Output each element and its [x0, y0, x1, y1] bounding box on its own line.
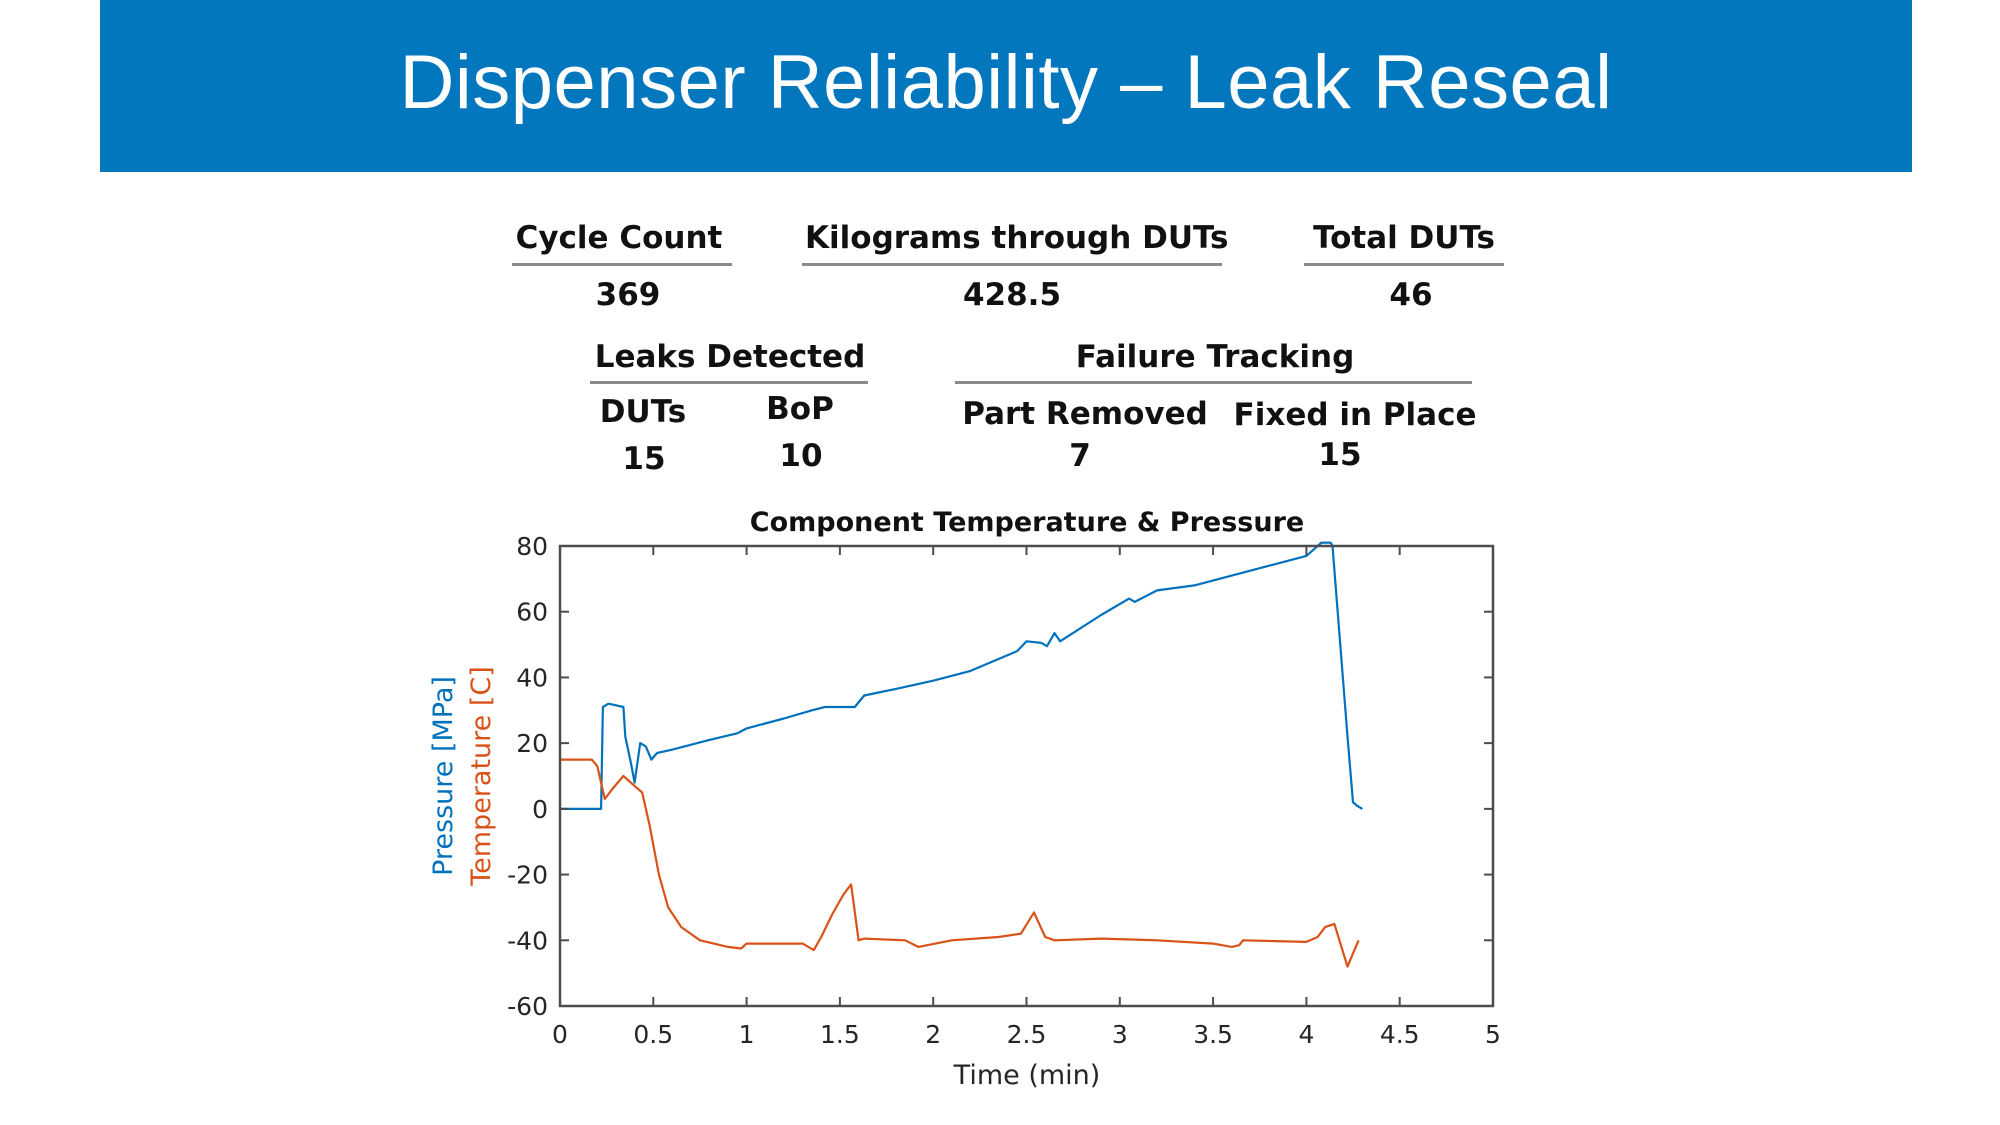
y-tick-label: 60	[516, 598, 548, 627]
failure-tracking-label: Failure Tracking	[1075, 339, 1355, 375]
leaks-detected-label: Leaks Detected	[594, 339, 866, 375]
pressure-series-line	[560, 541, 1363, 811]
fixed-in-place-value: 15	[1318, 437, 1362, 473]
chart-title: Component Temperature & Pressure	[750, 507, 1304, 538]
y-tick-label: 20	[516, 729, 548, 758]
y-tick-label: -20	[507, 861, 548, 890]
part-removed-label: Part Removed	[962, 396, 1208, 432]
y-tick-label: 40	[516, 663, 548, 692]
title-band: Dispenser Reliability – Leak Reseal	[100, 0, 1912, 172]
cycle-count-value: 369	[595, 277, 661, 313]
failure-tracking-rule	[955, 381, 1472, 384]
x-tick-label: 3.5	[1193, 1020, 1233, 1049]
x-tick-label: 1.5	[820, 1020, 860, 1049]
y-tick-label: -60	[507, 992, 548, 1021]
tick-layer: 0 0.5 1 1.5 2 2.5 3 3.5 4 4.5 5 80 60 40 20 0 -20 -40 -60	[507, 532, 1501, 1049]
total-duts-label: Total DUTs	[1313, 220, 1495, 256]
series-layer	[560, 541, 1363, 968]
y-axis-label-temperature: Temperature [C]	[466, 666, 497, 887]
cycle-count-label: Cycle Count	[515, 220, 723, 256]
leaks-bop-value: 10	[779, 438, 823, 474]
y-tick-label: -40	[507, 926, 548, 955]
total-duts-value: 46	[1389, 277, 1433, 313]
temperature-series-line	[560, 758, 1360, 968]
leaks-duts-label: DUTs	[599, 394, 687, 430]
y-tick-label: 80	[516, 532, 548, 561]
x-tick-label: 3	[1112, 1020, 1128, 1049]
fixed-in-place-label: Fixed in Place	[1233, 397, 1477, 433]
total-duts-rule	[1304, 263, 1504, 266]
leaks-duts-value: 15	[622, 441, 666, 477]
leaks-bop-label: BoP	[766, 391, 834, 427]
slide-title: Dispenser Reliability – Leak Reseal	[399, 39, 1613, 125]
leaks-detected-rule	[590, 381, 868, 384]
y-axis-label-pressure: Pressure [MPa]	[428, 676, 459, 876]
x-tick-label: 5	[1485, 1020, 1501, 1049]
cycle-count-rule	[512, 263, 732, 266]
x-tick-label: 2	[925, 1020, 941, 1049]
x-tick-label: 2.5	[1007, 1020, 1047, 1049]
kilograms-value: 428.5	[962, 277, 1062, 313]
part-removed-value: 7	[1069, 438, 1091, 474]
x-axis-label: Time (min)	[953, 1060, 1101, 1091]
plot-area	[560, 546, 1493, 1006]
x-tick-label: 0.5	[633, 1020, 673, 1049]
kilograms-label: Kilograms through DUTs	[805, 220, 1229, 256]
kilograms-rule	[802, 263, 1222, 266]
x-tick-label: 4.5	[1380, 1020, 1420, 1049]
y-tick-label: 0	[532, 795, 548, 824]
x-tick-label: 0	[552, 1020, 568, 1049]
x-tick-label: 1	[739, 1020, 755, 1049]
x-tick-label: 4	[1298, 1020, 1314, 1049]
